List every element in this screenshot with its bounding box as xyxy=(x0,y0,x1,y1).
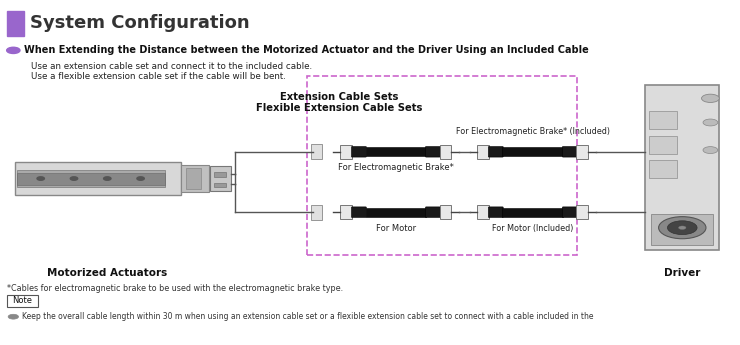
Bar xyxy=(477,145,489,159)
Bar xyxy=(440,205,451,219)
Text: Extension Cable Sets: Extension Cable Sets xyxy=(280,92,398,102)
Bar xyxy=(186,168,201,189)
FancyBboxPatch shape xyxy=(425,147,440,157)
Bar xyxy=(340,205,352,219)
Circle shape xyxy=(7,47,20,53)
Text: For Motor (Included): For Motor (Included) xyxy=(492,224,574,233)
Bar xyxy=(307,76,577,255)
Bar xyxy=(477,205,489,219)
Text: When Extending the Distance between the Motorized Actuator and the Driver Using : When Extending the Distance between the … xyxy=(24,46,588,55)
Circle shape xyxy=(703,119,718,126)
Circle shape xyxy=(702,94,719,102)
Text: For Motor: For Motor xyxy=(376,224,416,233)
FancyBboxPatch shape xyxy=(352,147,366,157)
Bar xyxy=(651,214,713,245)
Text: System Configuration: System Configuration xyxy=(30,14,249,32)
Bar xyxy=(15,162,181,195)
Circle shape xyxy=(137,177,144,180)
Bar xyxy=(502,208,563,217)
Bar xyxy=(340,145,352,159)
Circle shape xyxy=(37,177,44,180)
Bar xyxy=(366,147,426,156)
Bar xyxy=(502,147,563,156)
Bar xyxy=(311,205,322,220)
Circle shape xyxy=(667,221,697,235)
FancyBboxPatch shape xyxy=(488,147,503,157)
Text: *Cables for electromagnetic brake to be used with the electromagnetic brake type: *Cables for electromagnetic brake to be … xyxy=(7,284,343,293)
Circle shape xyxy=(70,177,78,180)
Text: For Electromagnetic Brake* (Included): For Electromagnetic Brake* (Included) xyxy=(456,127,610,136)
Bar xyxy=(17,172,165,185)
FancyBboxPatch shape xyxy=(562,147,577,157)
Text: For Electromagnetic Brake*: For Electromagnetic Brake* xyxy=(338,163,454,172)
Text: Flexible Extension Cable Sets: Flexible Extension Cable Sets xyxy=(256,104,422,113)
Text: Keep the overall cable length within 30 m when using an extension cable set or a: Keep the overall cable length within 30 … xyxy=(22,312,596,321)
Bar xyxy=(17,170,165,187)
Circle shape xyxy=(679,226,686,229)
Text: Motorized Actuators: Motorized Actuators xyxy=(47,268,167,277)
FancyBboxPatch shape xyxy=(7,295,38,307)
Text: Driver: Driver xyxy=(664,268,701,277)
FancyBboxPatch shape xyxy=(352,207,366,217)
FancyBboxPatch shape xyxy=(562,207,577,217)
Text: Use an extension cable set and connect it to the included cable.: Use an extension cable set and connect i… xyxy=(31,62,312,71)
FancyBboxPatch shape xyxy=(488,207,503,217)
Bar xyxy=(214,183,226,187)
Circle shape xyxy=(659,217,706,239)
Text: Use a flexible extension cable set if the cable will be bent.: Use a flexible extension cable set if th… xyxy=(31,72,286,81)
Circle shape xyxy=(104,177,111,180)
FancyBboxPatch shape xyxy=(425,207,440,217)
Bar xyxy=(645,85,719,250)
Bar xyxy=(210,166,231,191)
Bar xyxy=(181,165,209,192)
Bar xyxy=(649,160,677,178)
Bar xyxy=(311,144,322,159)
Circle shape xyxy=(8,314,18,319)
Bar xyxy=(576,145,588,159)
Bar xyxy=(576,205,588,219)
Text: Note: Note xyxy=(12,296,33,305)
Bar xyxy=(7,11,24,36)
Bar xyxy=(649,111,677,129)
Bar xyxy=(366,208,426,217)
Bar xyxy=(214,172,226,177)
Bar xyxy=(649,136,677,154)
Circle shape xyxy=(703,147,718,154)
Bar xyxy=(440,145,451,159)
